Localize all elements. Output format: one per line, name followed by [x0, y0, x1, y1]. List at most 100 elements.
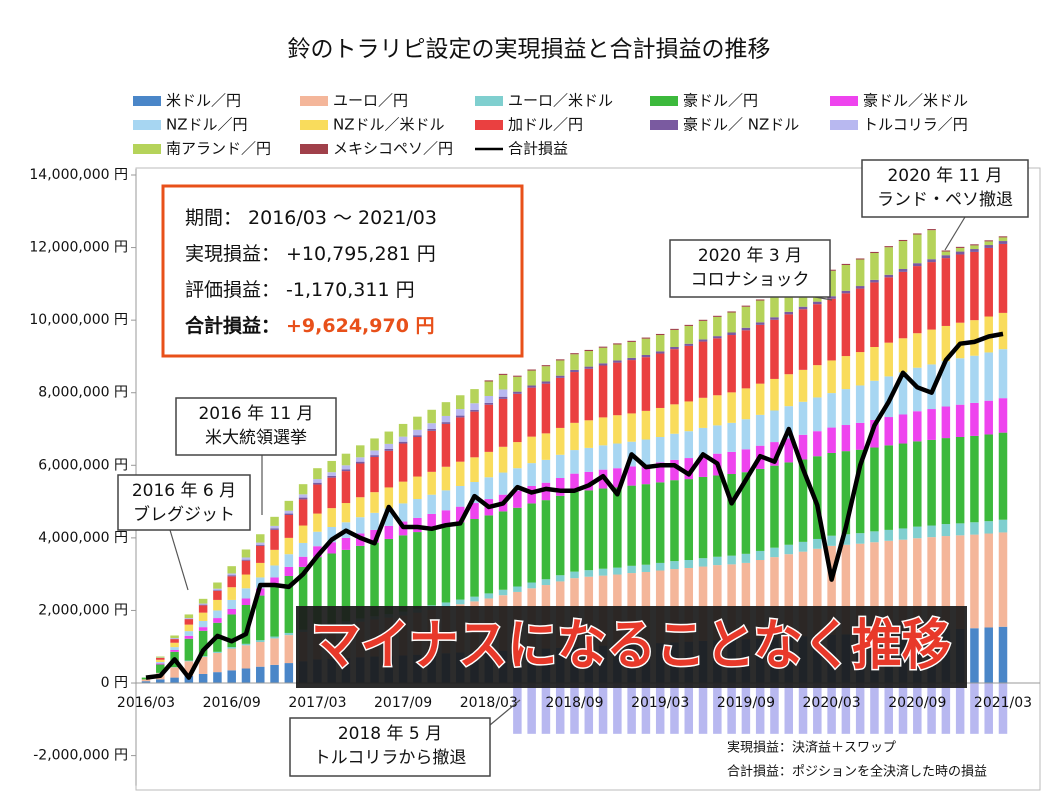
bar-segment	[770, 317, 779, 320]
bar-segment	[827, 683, 836, 734]
summary-label: 評価損益：	[185, 279, 280, 301]
bar-segment	[970, 249, 979, 252]
legend-label: 加ドル／円	[508, 116, 583, 134]
bar-segment	[870, 683, 879, 734]
bar-segment	[484, 402, 494, 405]
leader-line	[169, 529, 189, 591]
bar-segment	[784, 683, 793, 734]
bar-segment	[784, 314, 793, 375]
bar-segment	[613, 415, 622, 444]
bar-segment	[798, 683, 808, 734]
bar-segment	[584, 368, 594, 421]
x-tick-label: 2020/03	[803, 695, 861, 711]
bar-segment	[684, 343, 694, 346]
bar-segment	[941, 536, 951, 630]
bar-segment	[884, 246, 893, 248]
bar-segment	[755, 550, 765, 561]
bar-segment	[498, 511, 508, 590]
bar-segment	[913, 333, 922, 368]
bar-segment	[727, 312, 736, 333]
bar-segment	[384, 487, 394, 509]
bar-segment	[598, 488, 608, 569]
bar-segment	[641, 410, 651, 440]
bar-segment	[270, 528, 279, 530]
bar-segment	[870, 419, 879, 448]
bar-segment	[898, 268, 908, 272]
bar-segment	[584, 366, 594, 369]
bar-segment	[541, 683, 551, 734]
legend-swatch	[300, 96, 328, 106]
bar-segment	[598, 363, 608, 366]
bar-segment	[970, 402, 979, 436]
bar-segment	[370, 492, 379, 513]
bar-segment	[998, 349, 1008, 399]
leader-line	[489, 699, 521, 726]
x-tick-label: 2019/03	[631, 695, 689, 711]
bar-segment	[298, 542, 308, 557]
bar-segment	[913, 266, 922, 334]
bar-segment	[570, 369, 579, 373]
bar-segment	[356, 545, 365, 619]
bar-segment	[870, 253, 879, 280]
bar-segment	[713, 683, 722, 734]
bar-segment	[227, 566, 236, 574]
bar-segment	[413, 436, 422, 477]
bar-segment	[741, 683, 751, 734]
bar-segment	[470, 389, 479, 404]
bar-segment	[870, 380, 879, 420]
bar-segment	[741, 388, 751, 420]
legend-label: 米ドル／円	[166, 92, 241, 110]
bar-segment	[198, 598, 208, 604]
bar-segment	[813, 431, 822, 457]
bar-segment	[698, 566, 708, 641]
bar-segment	[298, 499, 308, 526]
bar-segment	[655, 335, 665, 352]
bar-segment	[570, 683, 579, 734]
bar-segment	[398, 423, 408, 437]
bar-segment	[213, 651, 222, 653]
bar-segment	[941, 325, 951, 362]
bar-segment	[998, 683, 1008, 734]
bar-segment	[698, 558, 708, 567]
bar-segment	[670, 404, 679, 434]
bar-segment	[813, 301, 822, 305]
bar-segment	[713, 338, 722, 396]
bar-segment	[755, 322, 765, 325]
bar-segment	[655, 562, 665, 571]
bar-segment	[841, 290, 851, 294]
bar-segment	[455, 409, 465, 416]
bar-segment	[955, 254, 965, 323]
bar-segment	[941, 438, 951, 525]
bar-segment	[270, 638, 279, 665]
bar-segment	[670, 433, 679, 460]
bar-segment	[713, 395, 722, 426]
bar-segment	[870, 447, 879, 532]
bar-segment	[755, 560, 765, 639]
bar-segment	[598, 568, 608, 576]
bar-segment	[613, 487, 622, 568]
bar-segment	[541, 383, 551, 434]
bar-segment	[670, 561, 679, 570]
legend: 米ドル／円 ユーロ／円 ユーロ／米ドル 豪ドル／円 豪ドル／米ドル NZドル／円 NZドル／…	[133, 92, 968, 158]
bar-segment	[327, 526, 336, 543]
bar-segment	[484, 477, 494, 500]
callout-text: 米大統領選挙	[205, 428, 307, 448]
bar-segment	[270, 636, 279, 639]
legend-swatch	[133, 96, 161, 106]
bar-segment	[641, 354, 651, 358]
bar-segment	[913, 441, 922, 527]
bar-segment	[227, 614, 236, 648]
bar-segment	[184, 614, 194, 619]
bar-segment	[541, 433, 551, 460]
bar-segment	[470, 519, 479, 597]
bar-segment	[455, 599, 465, 605]
bar-segment	[727, 335, 736, 393]
bar-segment	[270, 529, 279, 550]
bar-segment	[170, 677, 179, 684]
bar-segment	[970, 683, 979, 734]
bar-segment	[384, 525, 394, 539]
bar-segment	[370, 542, 379, 617]
bar-segment	[227, 587, 236, 600]
bar-segment	[884, 277, 893, 343]
